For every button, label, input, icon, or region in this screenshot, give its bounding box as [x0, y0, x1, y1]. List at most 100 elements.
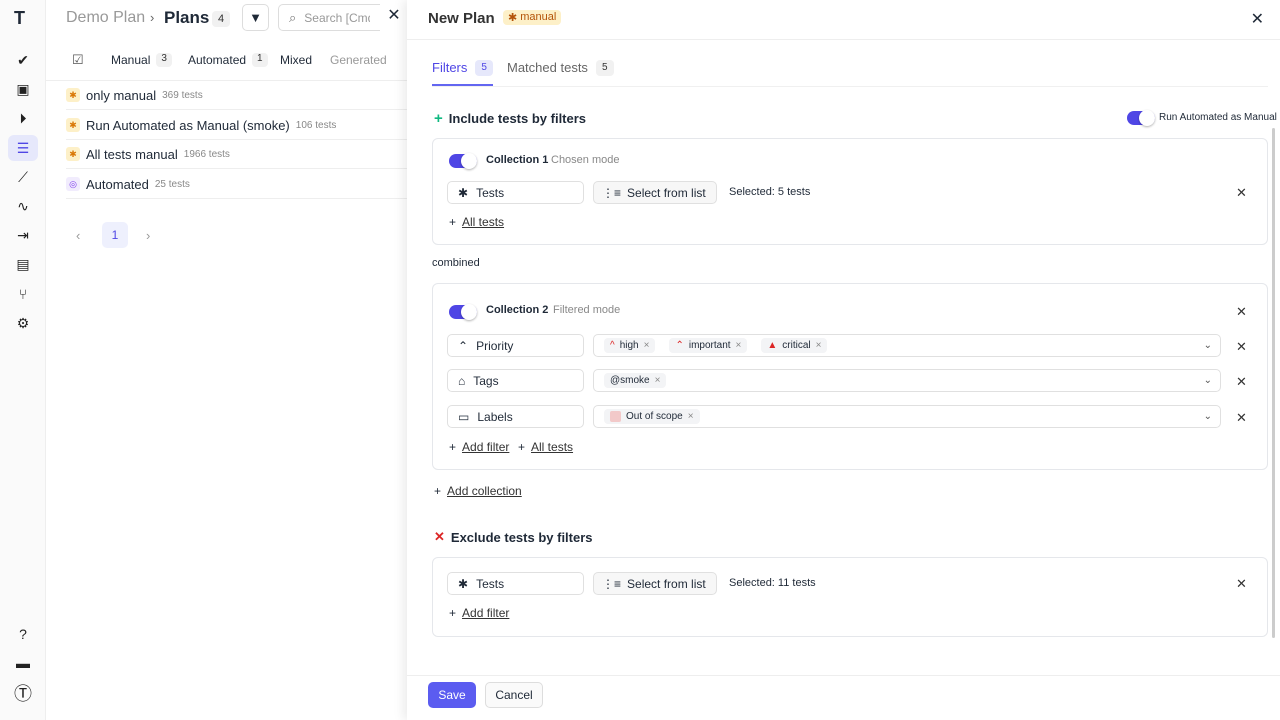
help-icon[interactable]: ?: [19, 626, 27, 642]
remove-icon[interactable]: ✕: [1236, 185, 1247, 200]
remove-chip-icon[interactable]: ×: [687, 411, 694, 422]
selected-count: Selected: 5 tests: [729, 186, 811, 198]
steps-icon[interactable]: ⟋: [18, 168, 28, 185]
all-tests-link[interactable]: + All tests: [449, 215, 505, 229]
remove-icon[interactable]: ✕: [1236, 410, 1247, 425]
include-heading: + Include tests by filters: [434, 110, 587, 127]
plan-row[interactable]: ◎ Automated 25 tests: [66, 170, 408, 199]
exclude-heading: ✕ Exclude tests by filters: [434, 529, 593, 545]
all-tests-link[interactable]: + All tests: [518, 440, 574, 454]
remove-chip-icon[interactable]: ×: [735, 340, 742, 351]
collection-1-toggle[interactable]: [449, 153, 477, 169]
collection-name: Collection 2: [486, 304, 549, 316]
collection-1-card: Collection 1 Chosen mode ✱ Tests ⋮≡ Select…: [432, 138, 1268, 245]
chip-high: ^ high ×: [604, 338, 656, 353]
manual-icon: ✱: [66, 118, 80, 132]
save-button[interactable]: Save: [428, 682, 476, 708]
tab-mixed[interactable]: Mixed: [280, 53, 313, 67]
filter-icon: ▼: [249, 10, 262, 25]
plan-row[interactable]: ✱ Run Automated as Manual (smoke) 106 test…: [66, 111, 408, 140]
add-collection-link[interactable]: + Add collection: [434, 484, 522, 498]
run-automated-toggle[interactable]: [1127, 110, 1155, 126]
next-page-button[interactable]: ›: [146, 228, 151, 243]
labels-values-select[interactable]: Out of scope × ⌄: [593, 405, 1221, 428]
settings-icon[interactable]: ⚙: [16, 314, 30, 331]
plus-icon: +: [434, 110, 443, 127]
plus-icon: +: [449, 215, 457, 229]
select-from-list-button[interactable]: ⋮≡ Select from list: [593, 181, 717, 204]
scrollbar[interactable]: [1272, 128, 1275, 638]
import-icon[interactable]: ⇥: [17, 226, 29, 243]
tab-filters[interactable]: Filters 5: [432, 60, 493, 86]
remove-icon[interactable]: ✕: [1236, 339, 1247, 354]
search-input[interactable]: ⌕Search [Cmd + K]: [278, 4, 380, 31]
plans-count: 4: [212, 11, 231, 27]
remove-chip-icon[interactable]: ×: [815, 340, 822, 351]
chevron-down-icon: ⌄: [1203, 340, 1212, 351]
remove-icon[interactable]: ✕: [1236, 374, 1247, 389]
plus-icon: +: [449, 606, 457, 620]
plans-icon[interactable]: ☰: [8, 135, 38, 161]
breadcrumb-parent[interactable]: Demo Plan: [66, 9, 146, 26]
search-icon: ⌕: [289, 9, 297, 25]
cancel-button[interactable]: Cancel: [485, 682, 543, 708]
remove-chip-icon[interactable]: ×: [654, 375, 661, 386]
x-icon: ✕: [434, 529, 445, 544]
important-priority-icon: ⌃: [675, 340, 684, 351]
tags-field[interactable]: ⌂ Tags: [447, 369, 584, 392]
collection-2-toggle[interactable]: [449, 304, 477, 320]
tab-matched-tests[interactable]: Matched tests 5: [507, 60, 614, 76]
priority-field[interactable]: ⌃ Priority: [447, 334, 584, 357]
play-icon[interactable]: ⏵: [19, 109, 27, 126]
logo: T: [14, 8, 25, 28]
chip-smoke: @smoke ×: [604, 373, 667, 388]
filter-button[interactable]: ▼: [242, 4, 269, 31]
tags-values-select[interactable]: @smoke × ⌄: [593, 369, 1221, 392]
prev-page-button[interactable]: ‹: [76, 228, 81, 243]
run-automated-label: Run Automated as Manual: [1159, 112, 1277, 123]
collection-name: Collection 1: [486, 154, 549, 166]
labels-field[interactable]: ▭ Labels: [447, 405, 584, 428]
sidebar: T ✔ ▣ ⏵ ☰ ⟋ ∿ ⇥ ▤ ⑂ ⚙ ? ▬ Ⓣ: [0, 0, 46, 720]
tab-automated[interactable]: Automated 1: [188, 53, 268, 67]
remove-chip-icon[interactable]: ×: [643, 340, 650, 351]
panel-title: New Plan: [428, 10, 495, 27]
check-icon[interactable]: ✔: [17, 51, 29, 68]
priority-values-select[interactable]: ^ high × ⌃ important × ▲ critical × ⌄: [593, 334, 1221, 357]
remove-icon[interactable]: ✕: [1236, 576, 1247, 591]
collection-mode: Filtered mode: [553, 304, 621, 316]
high-priority-icon: ^: [610, 340, 615, 351]
analytics-icon[interactable]: ▤: [16, 255, 30, 272]
chip-critical: ▲ critical ×: [761, 338, 828, 353]
tree-icon: ⋮≡: [602, 185, 622, 200]
chevron-down-icon: ⌄: [1203, 375, 1212, 386]
close-panel-icon[interactable]: ✕: [1250, 11, 1264, 28]
tests-field[interactable]: ✱ Tests: [447, 181, 584, 204]
select-all-icon[interactable]: ☑: [72, 52, 84, 67]
profile-icon[interactable]: Ⓣ: [14, 684, 32, 704]
page-title: Plans: [164, 8, 210, 27]
clipboard-check-icon[interactable]: ▣: [16, 80, 30, 97]
chevron-down-icon: ⌄: [1203, 411, 1212, 422]
tab-generated[interactable]: Generated: [330, 53, 387, 67]
plan-row[interactable]: ✱ All tests manual 1966 tests: [66, 140, 408, 169]
select-from-list-button[interactable]: ⋮≡ Select from list: [593, 572, 717, 595]
pulse-icon[interactable]: ∿: [17, 197, 29, 214]
type-badge: ✱ manual: [503, 10, 562, 25]
branch-icon[interactable]: ⑂: [18, 286, 28, 302]
combined-label: combined: [432, 257, 480, 269]
manual-icon: ✱: [508, 12, 518, 24]
cursor-icon: ✱: [458, 576, 469, 591]
folder-icon[interactable]: ▬: [16, 655, 30, 671]
tests-field[interactable]: ✱ Tests: [447, 572, 584, 595]
page-1-button[interactable]: 1: [102, 222, 128, 248]
selected-count: Selected: 11 tests: [729, 577, 816, 589]
label-icon: ▭: [458, 409, 470, 424]
tab-manual[interactable]: Manual 3: [111, 53, 172, 67]
add-filter-link[interactable]: + Add filter: [449, 606, 510, 620]
close-search-icon[interactable]: ✕: [382, 5, 406, 30]
chip-important: ⌃ important ×: [669, 338, 748, 353]
plan-row[interactable]: ✱ only manual 369 tests: [66, 81, 408, 110]
remove-collection-icon[interactable]: ✕: [1236, 304, 1247, 319]
add-filter-link[interactable]: + Add filter: [449, 440, 510, 454]
